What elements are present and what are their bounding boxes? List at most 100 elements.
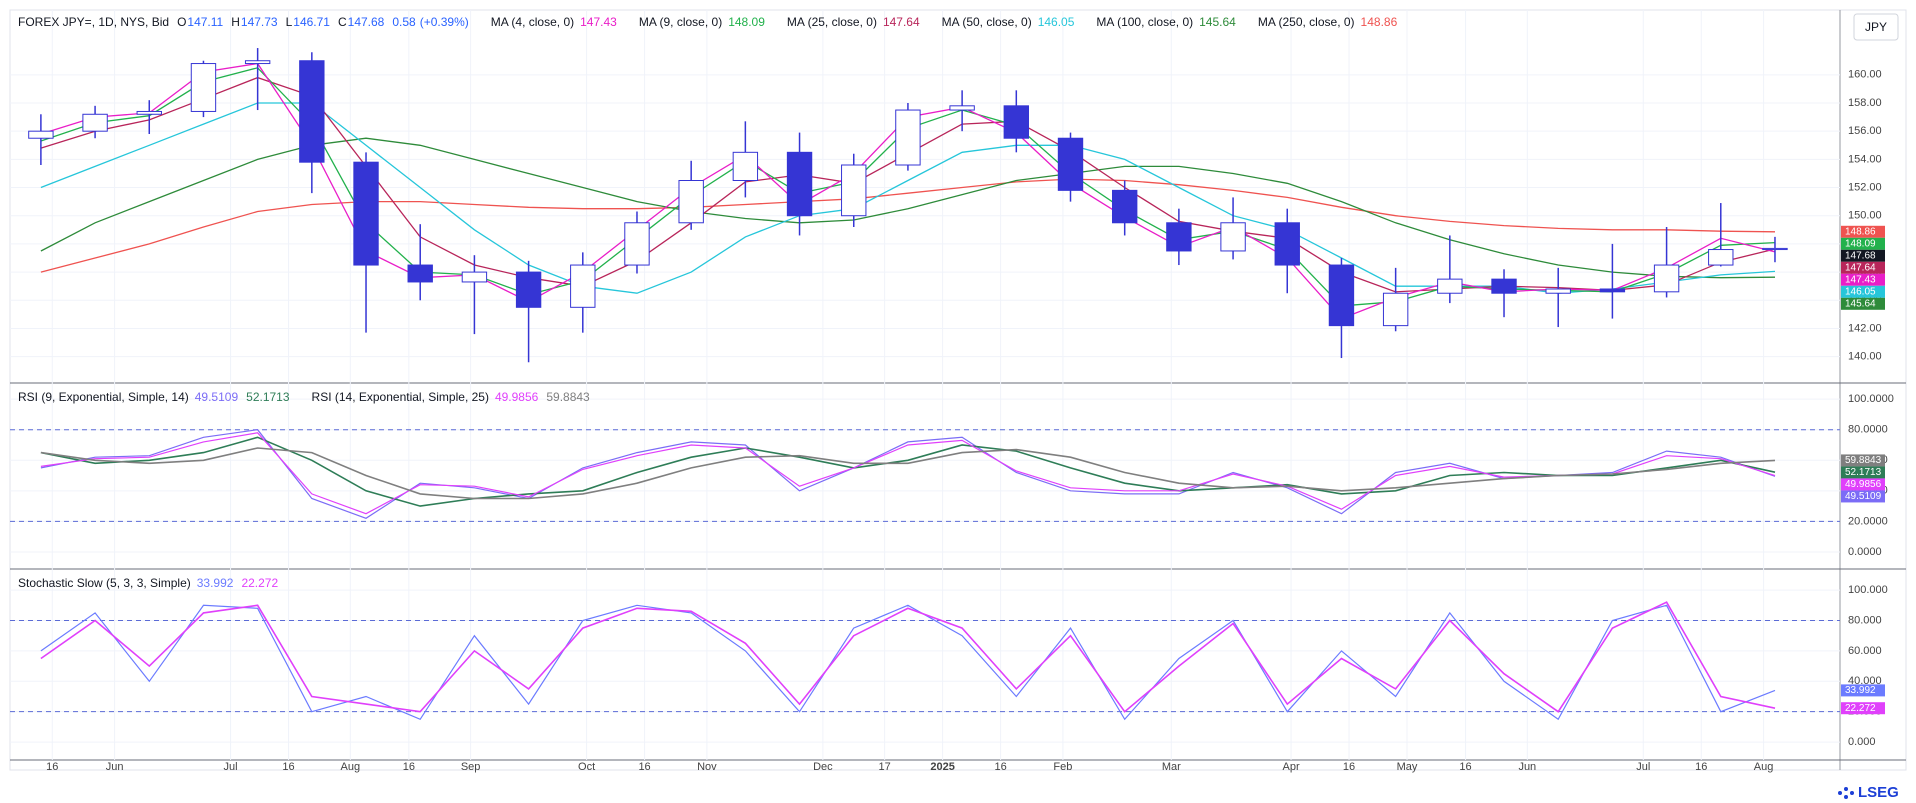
price-badge-label: 145.64 xyxy=(1845,298,1876,309)
legend-value: 148.86 xyxy=(1361,15,1398,29)
y-tick-label: 40.000 xyxy=(1848,675,1882,687)
change-value: 0.58 xyxy=(392,15,416,29)
x-tick-label: Jun xyxy=(1518,761,1536,773)
candle-body xyxy=(515,271,542,308)
price-badge-label: 147.68 xyxy=(1845,250,1876,261)
change-percent: (+0.39%) xyxy=(420,15,469,29)
y-tick-label: 100.000 xyxy=(1848,584,1888,596)
x-tick-label: May xyxy=(1397,761,1418,773)
candle-body xyxy=(1599,288,1626,293)
candle-body xyxy=(949,105,975,111)
x-tick-label: Aug xyxy=(341,761,361,773)
candle-body xyxy=(244,60,271,65)
x-tick-label: 16 xyxy=(1343,761,1355,773)
indicator-value: 59.8843 xyxy=(546,390,590,404)
y-tick-label: 0.000 xyxy=(1848,736,1876,748)
y-tick-label: 80.0000 xyxy=(1848,424,1888,436)
price-badge-label: 148.86 xyxy=(1845,226,1876,237)
indicator-name: Stochastic Slow (5, 3, 3, Simple) xyxy=(18,576,191,590)
logo-dot xyxy=(1838,791,1842,795)
price-badge-label: 49.9856 xyxy=(1845,479,1882,490)
candle-body xyxy=(1057,137,1084,191)
legend-value: 145.64 xyxy=(1199,15,1236,29)
pane xyxy=(10,398,1840,553)
candle-body xyxy=(1274,222,1300,266)
candle-body xyxy=(1545,288,1571,294)
candle-body xyxy=(570,264,596,308)
price-badge-label: 148.09 xyxy=(1845,238,1876,249)
currency-label[interactable]: JPY xyxy=(1865,20,1887,34)
candle-body xyxy=(1382,292,1409,327)
brand-logo: LSEG xyxy=(1838,784,1899,801)
indicator-value: 49.9856 xyxy=(495,390,539,404)
price-badge xyxy=(1841,225,1885,238)
candle-body xyxy=(1166,222,1192,252)
price-badge-label: 147.43 xyxy=(1845,274,1876,285)
x-tick-label: 16 xyxy=(638,761,650,773)
x-tick-label: Jul xyxy=(224,761,238,773)
pane xyxy=(10,589,1840,743)
logo-dot xyxy=(1844,795,1848,799)
y-tick-label: 0.0000 xyxy=(1848,546,1882,558)
series-line xyxy=(40,432,1776,515)
y-tick-label: 100.0000 xyxy=(1848,393,1894,405)
candle-body xyxy=(841,164,867,217)
price-badge-label: 33.992 xyxy=(1845,685,1876,696)
ohlc-value: 146.71 xyxy=(293,15,330,29)
legend-value: 146.05 xyxy=(1038,15,1075,29)
x-tick-label: Apr xyxy=(1282,761,1299,773)
legend-value: 148.09 xyxy=(728,15,765,29)
price-badge xyxy=(1841,261,1885,274)
candle-body xyxy=(82,113,108,132)
indicator-value: 49.5109 xyxy=(195,390,239,404)
candle-body xyxy=(1111,189,1138,224)
ohlc-value: 147.73 xyxy=(241,15,278,29)
y-tick-label: 142.00 xyxy=(1848,322,1882,334)
legend-name: MA (9, close, 0) xyxy=(639,15,722,29)
legend-value: 147.43 xyxy=(580,15,617,29)
price-badge xyxy=(1841,237,1885,250)
price-badge xyxy=(1841,297,1885,310)
candle-body xyxy=(678,180,704,224)
currency-button-box[interactable] xyxy=(1853,13,1899,41)
legend-name: MA (100, close, 0) xyxy=(1096,15,1193,29)
frame xyxy=(9,9,1907,771)
price-badge-label: 22.272 xyxy=(1845,703,1876,714)
ohlc-label: H xyxy=(231,15,240,29)
candle-body xyxy=(1220,222,1246,252)
indicator-name: RSI (14, Exponential, Simple, 25) xyxy=(312,390,489,404)
price-badge xyxy=(1841,454,1885,467)
x-tick-label: Jul xyxy=(1636,761,1650,773)
candle-body xyxy=(407,264,433,283)
series-line xyxy=(40,601,1776,713)
series-line xyxy=(40,447,1776,500)
x-tick-label: 17 xyxy=(879,761,891,773)
x-tick-label: Sep xyxy=(461,761,481,773)
candle-body xyxy=(1003,105,1030,139)
x-tick-label: 16 xyxy=(1459,761,1471,773)
legend-value: 147.64 xyxy=(883,15,920,29)
ohlc-label: C xyxy=(338,15,347,29)
price-badge xyxy=(1841,285,1885,298)
indicator-value: 22.272 xyxy=(241,576,278,590)
candle-body xyxy=(1708,249,1734,266)
x-tick-label: Mar xyxy=(1162,761,1181,773)
series-line xyxy=(40,178,1776,273)
y-tick-label: 158.00 xyxy=(1848,97,1882,109)
currency-button[interactable]: JPY xyxy=(1853,13,1899,41)
candle-body xyxy=(1762,247,1788,251)
price-badge xyxy=(1841,702,1885,715)
candle-body xyxy=(732,151,759,181)
x-tick-label: 16 xyxy=(282,761,294,773)
logo-dot xyxy=(1850,791,1854,795)
price-badge xyxy=(1841,466,1885,479)
price-badge-label: 52.1713 xyxy=(1845,467,1882,478)
x-tick-label: Feb xyxy=(1053,761,1072,773)
x-tick-label: 16 xyxy=(403,761,415,773)
x-tick-label: 16 xyxy=(994,761,1006,773)
x-tick-label: Oct xyxy=(578,761,595,773)
legend-name: MA (25, close, 0) xyxy=(787,15,877,29)
candle-body xyxy=(1328,264,1355,327)
candle-body xyxy=(299,60,325,163)
